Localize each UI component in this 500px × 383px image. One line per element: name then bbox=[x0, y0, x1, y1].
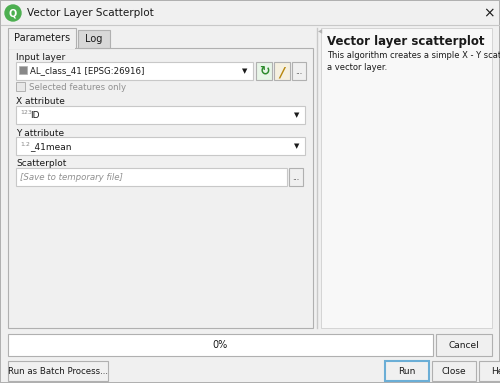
Text: X attribute: X attribute bbox=[16, 98, 65, 106]
Text: Help: Help bbox=[490, 367, 500, 375]
Bar bbox=[16, 106, 305, 124]
Bar bbox=[16, 137, 305, 155]
Text: Run: Run bbox=[398, 367, 415, 375]
Bar bbox=[432, 361, 476, 381]
Bar bbox=[78, 30, 110, 48]
Text: Run as Batch Process...: Run as Batch Process... bbox=[8, 367, 108, 375]
Bar bbox=[8, 28, 313, 48]
Bar bbox=[16, 168, 287, 186]
Text: ▼: ▼ bbox=[242, 68, 248, 74]
Text: 123: 123 bbox=[20, 111, 32, 116]
Text: Parameters: Parameters bbox=[14, 33, 70, 43]
Text: Input layer: Input layer bbox=[16, 54, 65, 62]
Text: Q: Q bbox=[9, 8, 17, 18]
Bar bbox=[16, 62, 253, 80]
Text: 1.2: 1.2 bbox=[20, 141, 30, 147]
Bar bbox=[8, 361, 108, 381]
Bar bbox=[436, 334, 492, 356]
Text: AL_class_41 [EPSG:26916]: AL_class_41 [EPSG:26916] bbox=[30, 67, 144, 75]
Text: ...: ... bbox=[296, 67, 302, 75]
Text: [Save to temporary file]: [Save to temporary file] bbox=[20, 172, 123, 182]
Bar bbox=[274, 62, 290, 80]
Text: Y attribute: Y attribute bbox=[16, 129, 64, 137]
Circle shape bbox=[5, 5, 21, 21]
Text: /: / bbox=[280, 65, 284, 79]
Text: _41mean: _41mean bbox=[30, 142, 72, 152]
Text: Cancel: Cancel bbox=[448, 340, 480, 350]
Bar bbox=[8, 28, 76, 48]
Text: ▼: ▼ bbox=[294, 112, 300, 118]
Bar bbox=[8, 334, 433, 356]
Text: ◀: ◀ bbox=[318, 29, 322, 34]
Text: ...: ... bbox=[292, 172, 300, 182]
Text: Vector Layer Scatterplot: Vector Layer Scatterplot bbox=[27, 8, 154, 18]
Bar bbox=[321, 28, 492, 328]
Text: a vector layer.: a vector layer. bbox=[327, 62, 387, 72]
Bar bbox=[16, 82, 25, 91]
Text: Log: Log bbox=[86, 34, 102, 44]
Text: Scatterplot: Scatterplot bbox=[16, 159, 66, 169]
Bar bbox=[385, 361, 429, 381]
Bar bbox=[292, 62, 306, 80]
Text: Close: Close bbox=[442, 367, 466, 375]
Text: ▼: ▼ bbox=[294, 143, 300, 149]
Bar bbox=[479, 361, 500, 381]
Bar bbox=[8, 48, 313, 328]
Bar bbox=[256, 62, 272, 80]
Text: ×: × bbox=[483, 6, 495, 20]
Bar bbox=[19, 66, 27, 74]
Bar bbox=[9, 47, 75, 49]
Text: 0%: 0% bbox=[212, 340, 228, 350]
Text: Selected features only: Selected features only bbox=[29, 82, 126, 92]
Text: Vector layer scatterplot: Vector layer scatterplot bbox=[327, 34, 484, 47]
Text: ID: ID bbox=[30, 111, 40, 121]
Bar bbox=[289, 168, 303, 186]
Text: ↻: ↻ bbox=[259, 64, 269, 77]
Text: This algorithm creates a simple X - Y scatter plot for: This algorithm creates a simple X - Y sc… bbox=[327, 51, 500, 61]
Bar bbox=[1, 1, 499, 25]
